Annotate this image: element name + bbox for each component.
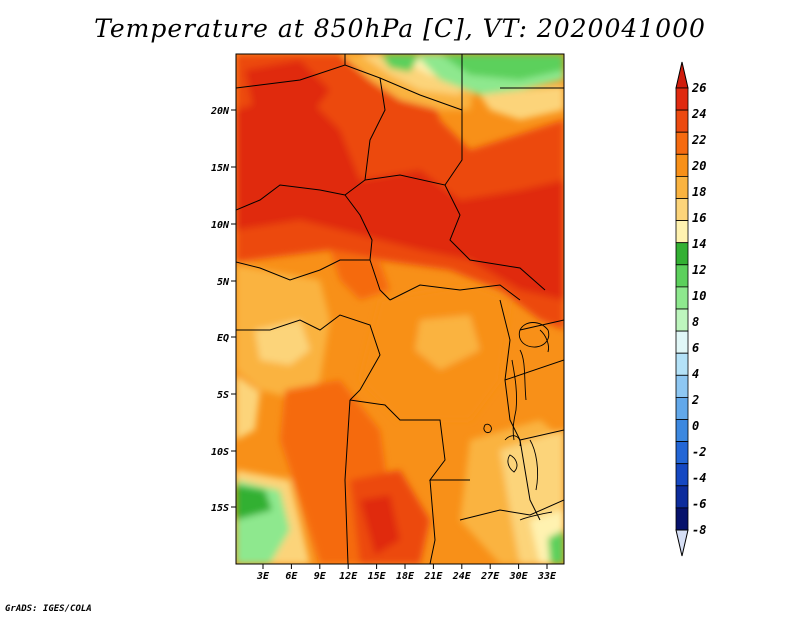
lon-tick-label: 21E	[423, 571, 443, 582]
colorbar-label: -4	[692, 471, 706, 485]
lon-tick-label: 30E	[509, 571, 529, 582]
lat-tick-label: 10N	[211, 220, 230, 231]
colorbar-label: 6	[692, 341, 699, 355]
colorbar-label: -8	[692, 523, 706, 537]
colorbar-label: 8	[692, 315, 699, 329]
lat-tick-label: 5S	[217, 390, 229, 401]
colorbar-segment	[675, 198, 689, 222]
colorbar-label: 24	[691, 107, 706, 121]
lat-tick-label: 15N	[211, 163, 230, 174]
colorbar-label: 16	[692, 211, 706, 225]
colorbar-label: -6	[692, 497, 706, 511]
colorbar-segment	[675, 419, 689, 443]
lat-tick-label: 20N	[210, 106, 230, 117]
map-title: Temperature at 850hPa [C], VT: 202004100…	[94, 14, 706, 43]
colorbar-segment	[675, 507, 689, 531]
colorbar-segment	[675, 396, 689, 420]
colorbar-segment	[675, 441, 689, 465]
colorbar-label: 10	[692, 289, 706, 303]
colorbar-segment	[675, 374, 689, 398]
lake-outlines	[483, 322, 553, 521]
colorbar-segment	[675, 330, 689, 354]
colorbar-label: 14	[692, 237, 706, 251]
lon-tick-label: 18E	[396, 571, 415, 582]
colorbar-segment	[675, 485, 689, 509]
colorbar-label: 12	[692, 263, 706, 277]
map-frame	[235, 53, 565, 565]
lon-tick-label: 27E	[480, 571, 500, 582]
lon-tick-label: 9E	[314, 571, 327, 582]
lat-tick-label: 5N	[217, 277, 230, 288]
colorbar-label: 4	[692, 367, 699, 381]
grads-credit: GrADS: IGES/COLA	[5, 604, 92, 614]
latitude-axis: 20N 15N 10N 5N EQ 5S 10S 15S	[210, 106, 236, 514]
colorbar-label: 2	[691, 393, 699, 407]
longitude-axis: 3E 6E 9E 12E 15E 18E 21E 24E 27E 30E 33E	[256, 564, 557, 582]
colorbar-segment	[675, 109, 689, 133]
colorbar-over-triangle	[675, 61, 689, 89]
colorbar-segment	[675, 463, 689, 487]
colorbar-segment	[675, 220, 689, 244]
colorbar-segment	[675, 131, 689, 155]
colorbar-segment	[675, 175, 689, 199]
colorbar-label: 0	[692, 419, 699, 433]
lat-tick-label: 10S	[211, 447, 229, 458]
country-borders	[236, 54, 564, 564]
lon-tick-label: 12E	[339, 571, 358, 582]
lat-tick-label: 15S	[211, 503, 229, 514]
colorbar-label: 20	[691, 159, 706, 173]
colorbar-segment	[675, 153, 689, 177]
lon-tick-label: 6E	[285, 571, 298, 582]
colorbar-segment	[675, 286, 689, 310]
lat-tick-label: EQ	[217, 333, 229, 344]
colorbar-label: 18	[692, 185, 706, 199]
colorbar-label: -2	[692, 445, 706, 459]
colorbar-segment	[675, 308, 689, 332]
colorbar-segment	[675, 87, 689, 111]
colorbar-segment	[675, 242, 689, 266]
lon-tick-label: 15E	[368, 571, 387, 582]
colorbar-label: 26	[691, 81, 706, 95]
lon-tick-label: 24E	[452, 571, 472, 582]
lon-tick-label: 33E	[537, 571, 557, 582]
colorbar-segment	[675, 352, 689, 376]
colorbar-under-triangle	[675, 529, 689, 557]
colorbar-label: 22	[691, 133, 706, 147]
temperature-field	[236, 54, 564, 564]
lon-tick-label: 3E	[256, 571, 270, 582]
colorbar-segment	[675, 264, 689, 288]
